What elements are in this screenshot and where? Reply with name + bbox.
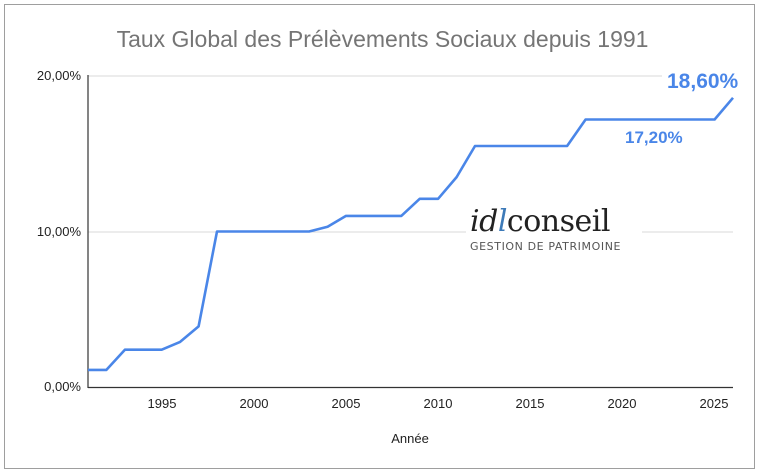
y-tick-20: 20,00%	[36, 68, 81, 83]
x-tick-2020: 2020	[607, 396, 637, 411]
x-tick-1995: 1995	[147, 396, 177, 411]
annotation-end-value: 18,60%	[667, 70, 739, 93]
x-axis-label: Année	[391, 431, 429, 446]
annotation-plateau-value: 17,20%	[625, 128, 683, 147]
chart-title: Taux Global des Prélèvements Sociaux dep…	[116, 26, 649, 52]
y-tick-10: 10,00%	[36, 224, 81, 239]
x-tick-2000: 2000	[239, 396, 269, 411]
logo-part-conseil: conseil	[506, 204, 611, 239]
logo-subtitle: GESTION DE PATRIMOINE	[470, 240, 622, 253]
data-series-line	[88, 96, 734, 372]
logo: idlconseil GESTION DE PATRIMOINE	[466, 206, 642, 253]
logo-part-id: id	[470, 204, 498, 239]
logo-part-l: l	[497, 204, 508, 239]
x-tick-2015: 2015	[515, 396, 545, 411]
x-tick-2010: 2010	[423, 396, 453, 411]
x-tick-2025: 2025	[699, 396, 729, 411]
y-tick-0: 0,00%	[44, 379, 81, 394]
x-tick-2005: 2005	[331, 396, 361, 411]
logo-wordmark: idlconseil	[470, 206, 638, 238]
